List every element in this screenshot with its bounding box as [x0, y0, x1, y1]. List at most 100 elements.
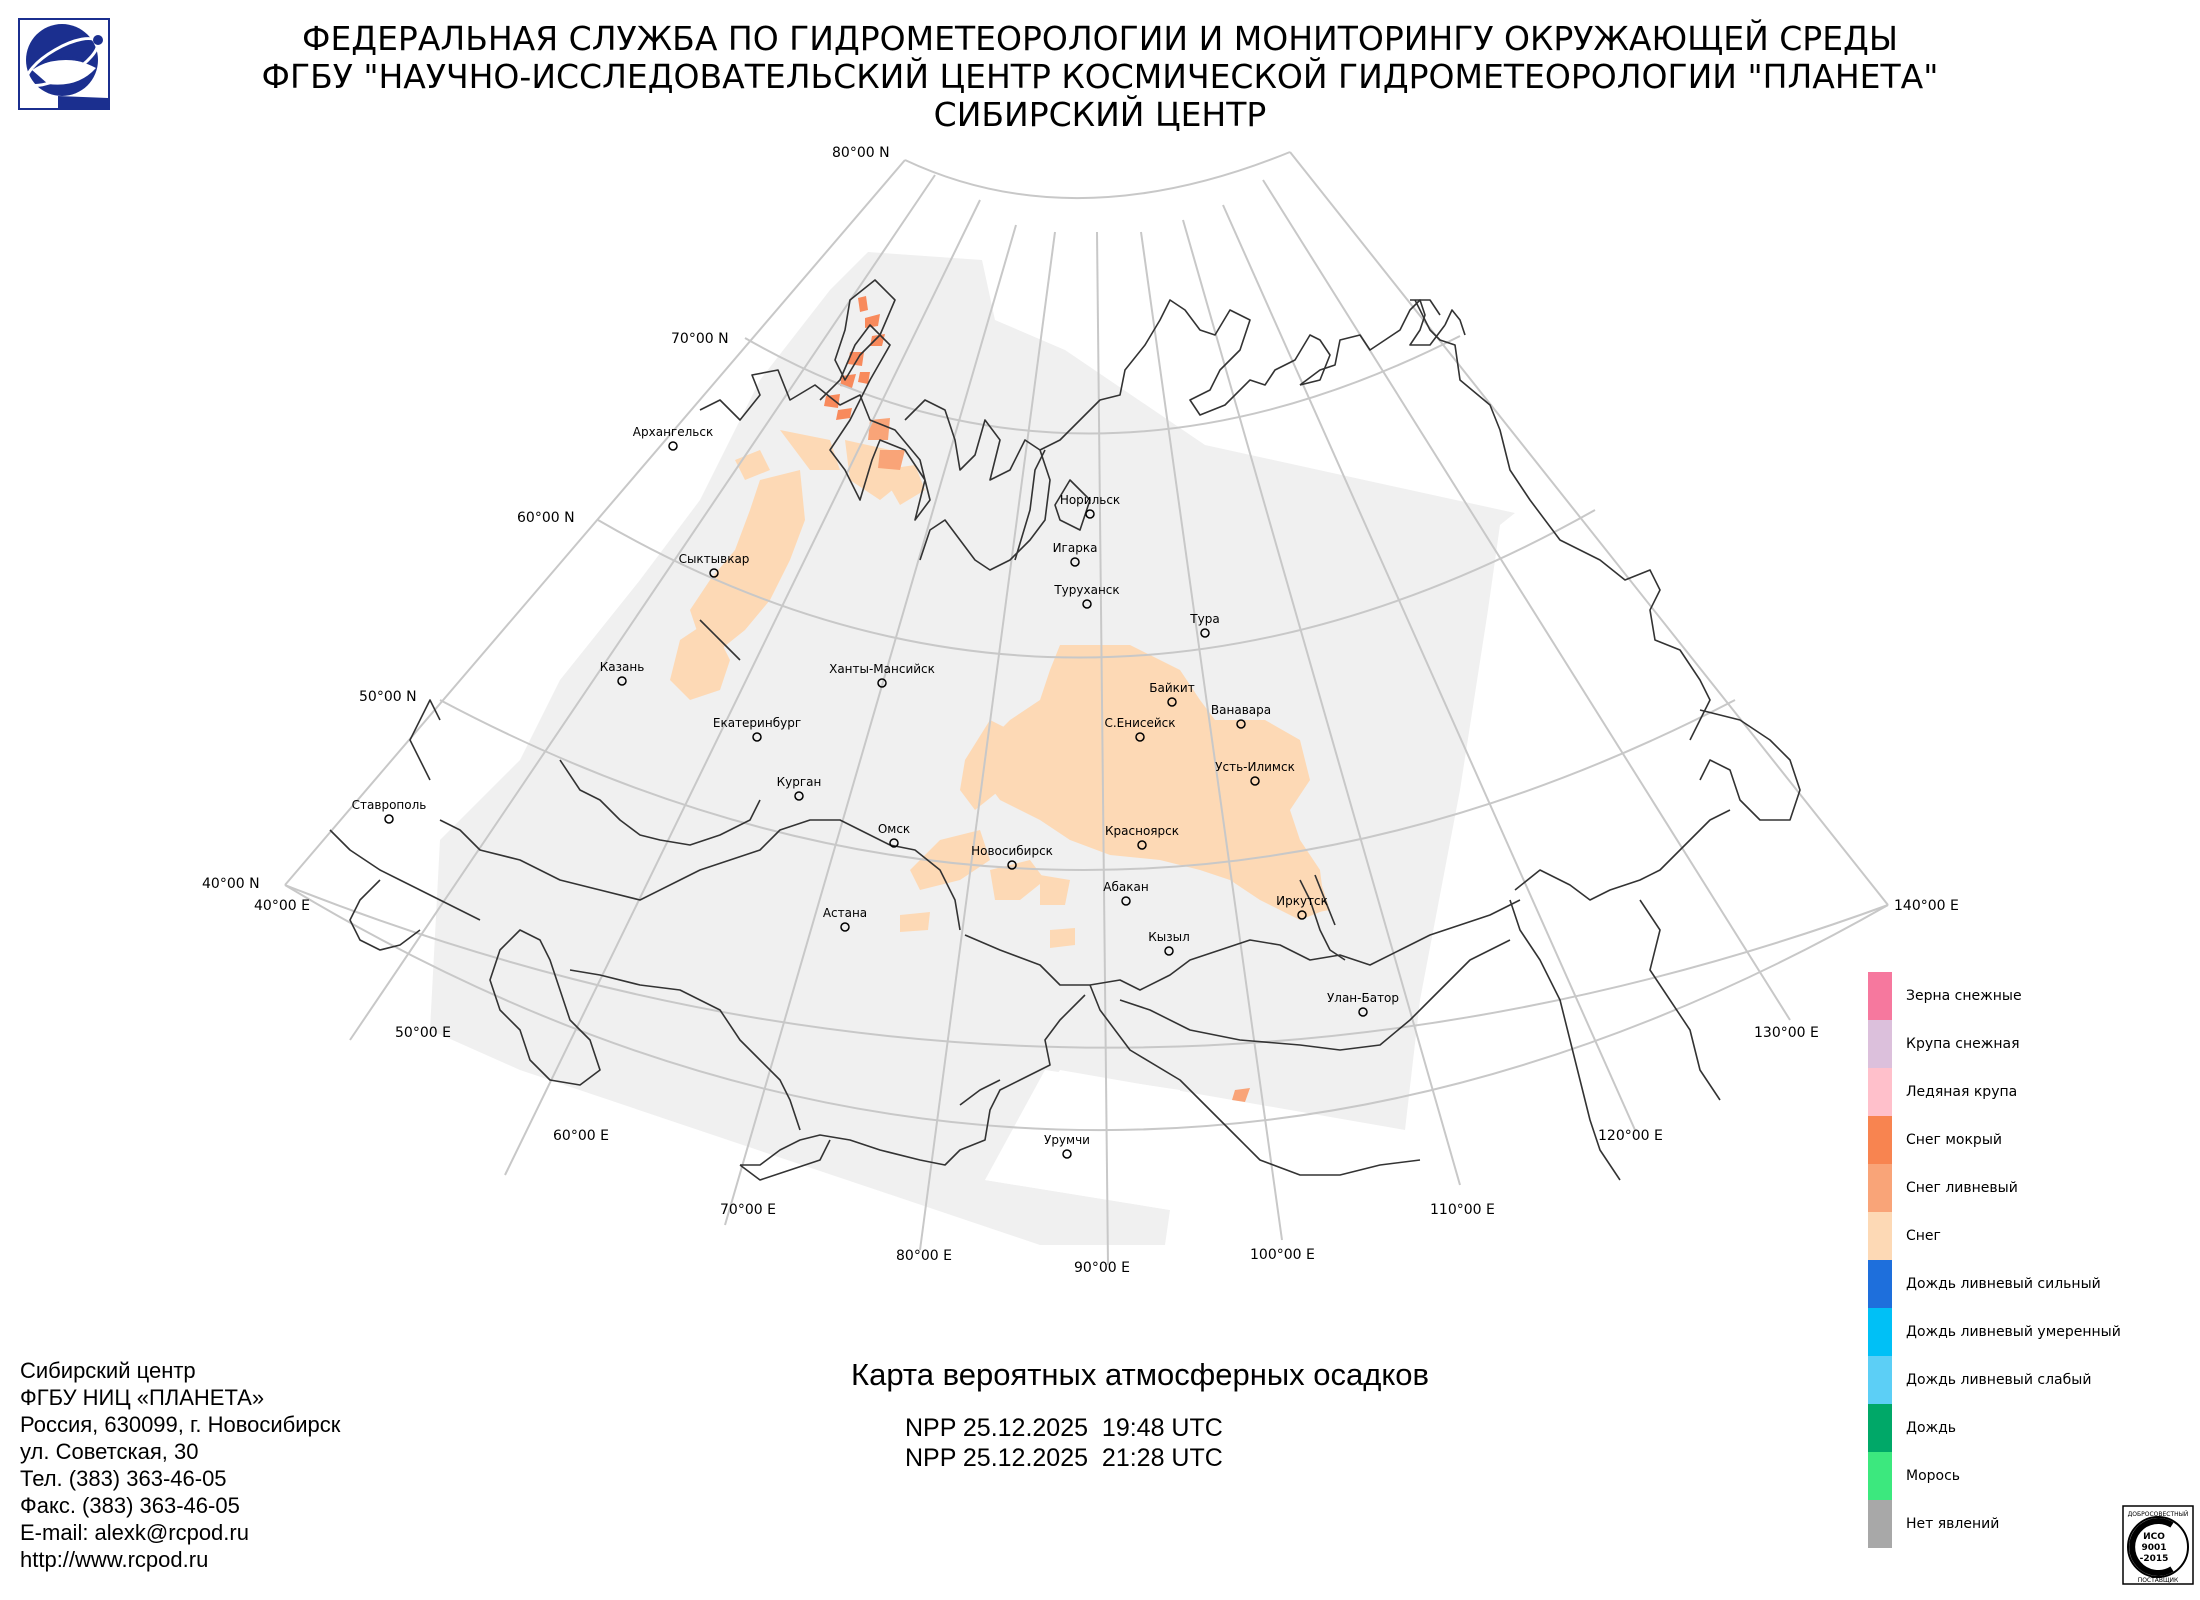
contact-info: Сибирский центр ФГБУ НИЦ «ПЛАНЕТА» Росси…	[20, 1357, 340, 1573]
lon-label-110: 110°00 E	[1430, 1202, 1495, 1218]
legend-item: Снег мокрый	[1868, 1116, 2198, 1164]
legend-item: Ледяная крупа	[1868, 1068, 2198, 1116]
lat-label-70: 70°00 N	[671, 331, 729, 347]
legend-label: Снег ливневый	[1906, 1180, 2018, 1196]
legend-item: Морось	[1868, 1452, 2198, 1500]
legend-label: Дождь ливневый сильный	[1906, 1276, 2101, 1292]
legend-item: Дождь	[1868, 1404, 2198, 1452]
coastlines-and-borders	[329, 279, 1801, 1181]
header: ФЕДЕРАЛЬНАЯ СЛУЖБА ПО ГИДРОМЕТЕОРОЛОГИИ …	[150, 20, 2050, 134]
lon-label-100: 100°00 E	[1250, 1247, 1315, 1263]
city-label: Норильск	[1060, 493, 1120, 507]
city-label: Усть-Илимск	[1215, 760, 1295, 774]
legend-label: Ледяная крупа	[1906, 1084, 2018, 1100]
lat-label-80: 80°00 N	[832, 145, 890, 161]
pass-line: NPP 25.12.2025 21:28 UTC	[905, 1444, 1223, 1472]
legend-swatch	[1868, 1452, 1892, 1500]
header-line-3: СИБИРСКИЙ ЦЕНТР	[933, 95, 1267, 134]
lon-label-120: 120°00 E	[1598, 1128, 1663, 1144]
satellite-passes: NPP 25.12.2025 19:48 UTC NPP 25.12.2025 …	[905, 1413, 1223, 1473]
legend-swatch	[1868, 1164, 1892, 1212]
legend-item: Снег	[1868, 1212, 2198, 1260]
contact-email[interactable]: E-mail: alexk@rcpod.ru	[20, 1520, 249, 1545]
legend-swatch	[1868, 1308, 1892, 1356]
city-label: Ханты-Мансийск	[829, 662, 935, 676]
showery-snow-areas	[868, 418, 1250, 1102]
city-label: Ванавара	[1211, 703, 1271, 717]
contact-line: ул. Советская, 30	[20, 1439, 199, 1464]
legend-label: Снег	[1906, 1228, 1941, 1244]
svg-text:ДОБРОСОВЕСТНЫЙ: ДОБРОСОВЕСТНЫЙ	[2128, 1511, 2189, 1518]
city-label: Омск	[878, 822, 910, 836]
city-label: С.Енисейск	[1104, 716, 1175, 730]
wet-snow-areas	[824, 296, 885, 420]
svg-text:ИСО: ИСО	[2143, 1532, 2165, 1542]
svg-text:9001: 9001	[2141, 1543, 2166, 1553]
legend-swatch	[1868, 1260, 1892, 1308]
city-label: Красноярск	[1105, 824, 1179, 838]
legend-swatch	[1868, 1500, 1892, 1548]
legend-item: Нет явлений	[1868, 1500, 2198, 1548]
legend-swatch	[1868, 1068, 1892, 1116]
legend-item: Дождь ливневый умеренный	[1868, 1308, 2198, 1356]
iso-certification-badge: ДОБРОСОВЕСТНЫЙ ИСО 9001 -2015 ПОСТАВЩИК	[2122, 1505, 2194, 1585]
city-label: Астана	[823, 906, 867, 920]
legend-label: Нет явлений	[1906, 1516, 2000, 1532]
header-line-1: ФЕДЕРАЛЬНАЯ СЛУЖБА ПО ГИДРОМЕТЕОРОЛОГИИ …	[302, 19, 1898, 58]
legend-swatch	[1868, 1116, 1892, 1164]
pass-line: NPP 25.12.2025 19:48 UTC	[905, 1414, 1223, 1442]
city-label: Урумчи	[1044, 1133, 1090, 1147]
legend-label: Дождь ливневый слабый	[1906, 1372, 2092, 1388]
legend-label: Зерна снежные	[1906, 988, 2022, 1004]
legend-item: Дождь ливневый слабый	[1868, 1356, 2198, 1404]
city-label: Иркутск	[1276, 894, 1328, 908]
legend-swatch	[1868, 1020, 1892, 1068]
city-label: Новосибирск	[971, 844, 1053, 858]
lon-label-70: 70°00 E	[720, 1202, 776, 1218]
map-title: Карта вероятных атмосферных осадков	[851, 1357, 1429, 1392]
legend-label: Крупа снежная	[1906, 1036, 2020, 1052]
lon-label-140: 140°00 E	[1894, 898, 1959, 914]
svg-text:-2015: -2015	[2140, 1554, 2169, 1564]
city-label: Ставрополь	[352, 798, 427, 812]
city-label: Абакан	[1103, 880, 1148, 894]
legend-item: Крупа снежная	[1868, 1020, 2198, 1068]
city-label: Улан-Батор	[1327, 991, 1399, 1005]
contact-line: Факс. (383) 363-46-05	[20, 1493, 240, 1518]
lon-label-130: 130°00 E	[1754, 1025, 1819, 1041]
city-label: Казань	[600, 660, 645, 674]
coverage-gap	[985, 1070, 1180, 1210]
city-label: Сыктывкар	[679, 552, 750, 566]
lat-label-60: 60°00 N	[517, 510, 575, 526]
legend-swatch	[1868, 1404, 1892, 1452]
legend-label: Снег мокрый	[1906, 1132, 2002, 1148]
contact-line: Россия, 630099, г. Новосибирск	[20, 1412, 341, 1437]
city-label: Байкит	[1149, 681, 1194, 695]
contact-website[interactable]: http://www.rcpod.ru	[20, 1547, 209, 1572]
city-label: Кызыл	[1148, 930, 1190, 944]
legend-label: Дождь ливневый умеренный	[1906, 1324, 2121, 1340]
planeta-logo	[18, 18, 110, 110]
latitude-lines	[284, 151, 1889, 1049]
city-label: Туруханск	[1053, 583, 1119, 597]
legend-item: Снег ливневый	[1868, 1164, 2198, 1212]
snow-areas	[670, 430, 1330, 948]
lon-label-60: 60°00 E	[553, 1128, 609, 1144]
latitude-labels: 80°00 N 70°00 N 60°00 N 50°00 N 40°00 N	[202, 145, 890, 892]
city-label: Игарка	[1053, 541, 1098, 555]
city-label: Архангельск	[633, 425, 713, 439]
legend-label: Морось	[1906, 1468, 1961, 1484]
city-label: Екатеринбург	[713, 716, 801, 730]
city-markers	[384, 441, 1368, 1159]
contact-line: ФГБУ НИЦ «ПЛАНЕТА»	[20, 1385, 265, 1410]
lon-label-90: 90°00 E	[1074, 1260, 1130, 1276]
lon-label-50: 50°00 E	[395, 1025, 451, 1041]
svg-text:ПОСТАВЩИК: ПОСТАВЩИК	[2138, 1577, 2179, 1584]
longitude-labels: 40°00 E 50°00 E 60°00 E 70°00 E 80°00 E …	[254, 898, 1959, 1276]
legend-swatch	[1868, 1212, 1892, 1260]
lat-label-50: 50°00 N	[359, 689, 417, 705]
legend-item: Зерна снежные	[1868, 972, 2198, 1020]
legend-item: Дождь ливневый сильный	[1868, 1260, 2198, 1308]
city-label: Тура	[1189, 612, 1219, 626]
